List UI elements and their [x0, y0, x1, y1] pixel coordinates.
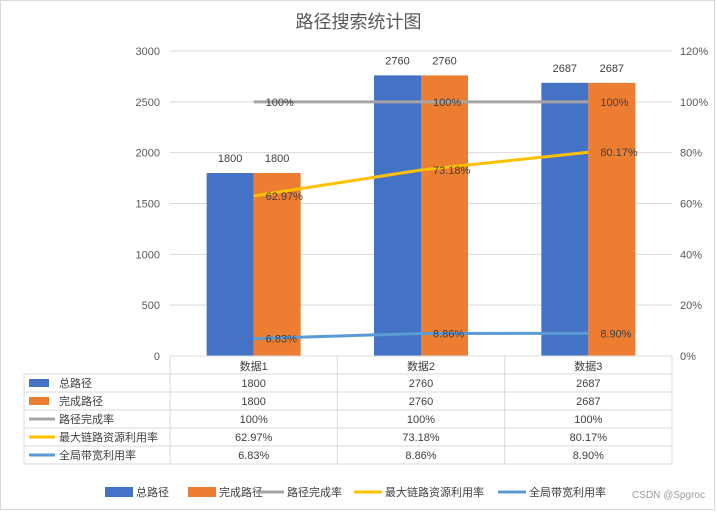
y-left-tick-label: 2500 [136, 97, 160, 109]
bar [253, 173, 301, 356]
legend-label: 完成路径 [219, 485, 263, 499]
y-left-tick-label: 3000 [136, 46, 160, 58]
table-cell: 100% [240, 414, 268, 426]
table-cell: 100% [574, 414, 602, 426]
table-legend-key [29, 397, 49, 405]
line-data-label: 62.97% [266, 191, 304, 203]
y-right-tick-label: 20% [680, 300, 702, 312]
y-right-tick-label: 80% [680, 148, 702, 160]
legend-label: 总路径 [136, 485, 169, 499]
line-data-label: 8.86% [433, 328, 464, 340]
table-cell: 2760 [409, 396, 433, 408]
line-data-label: 100% [600, 97, 628, 109]
bar [421, 75, 468, 357]
bar-data-label: 1800 [218, 153, 242, 165]
series-line [253, 150, 589, 198]
legend-key [188, 487, 216, 497]
table-series-name: 总路径 [59, 376, 92, 390]
bar-data-label: 2760 [385, 55, 409, 67]
line-data-label: 80.17% [600, 147, 638, 159]
x-category-label: 数据3 [574, 359, 602, 373]
table-cell: 8.90% [573, 450, 604, 462]
y-right-tick-label: 100% [680, 97, 708, 109]
table-cell: 6.83% [238, 450, 269, 462]
legend-label: 全局带宽利用率 [529, 485, 606, 499]
y-left-tick-label: 500 [142, 300, 160, 312]
bar-data-label: 2760 [432, 55, 456, 67]
table-series-name: 路径完成率 [59, 412, 114, 426]
y-right-tick-label: 0% [680, 351, 696, 363]
bar [374, 75, 421, 357]
y-left-tick-label: 0 [154, 351, 160, 363]
legend-label: 最大链路资源利用率 [385, 485, 484, 499]
legend-label: 路径完成率 [287, 485, 342, 499]
table-cell: 1800 [241, 396, 265, 408]
line-data-label: 8.90% [600, 328, 631, 340]
table-cell: 2687 [576, 378, 600, 390]
table-cell: 8.86% [405, 450, 436, 462]
table-cell: 100% [407, 414, 435, 426]
bar-data-label: 1800 [265, 153, 289, 165]
y-right-tick-label: 120% [680, 46, 708, 58]
bar-data-label: 2687 [600, 63, 624, 75]
table-cell: 1800 [241, 378, 265, 390]
y-right-tick-label: 40% [680, 249, 702, 261]
table-cell: 73.18% [402, 432, 440, 444]
line-data-label: 6.83% [266, 334, 297, 346]
legend-key [105, 487, 133, 497]
y-left-tick-label: 1500 [136, 199, 160, 211]
x-category-label: 数据1 [240, 359, 268, 373]
line-data-label: 73.18% [433, 165, 471, 177]
bar-data-label: 2687 [553, 63, 577, 75]
table-series-name: 最大链路资源利用率 [59, 430, 158, 444]
y-left-tick-label: 2000 [136, 148, 160, 160]
table-cell: 80.17% [570, 432, 608, 444]
table-series-name: 全局带宽利用率 [59, 448, 136, 462]
y-right-tick-label: 60% [680, 199, 702, 211]
table-legend-key [29, 379, 49, 387]
table-cell: 2760 [409, 378, 433, 390]
table-cell: 62.97% [235, 432, 273, 444]
line-data-label: 100% [266, 97, 294, 109]
watermark: CSDN @Spgroc [632, 490, 705, 501]
bar [588, 82, 636, 357]
series-line [253, 331, 589, 341]
y-left-tick-label: 1000 [136, 249, 160, 261]
line-data-label: 100% [433, 97, 461, 109]
bar [541, 82, 589, 357]
bar [206, 173, 254, 356]
chart-title: 路径搜索统计图 [295, 12, 422, 33]
x-category-label: 数据2 [407, 359, 435, 373]
table-series-name: 完成路径 [59, 394, 103, 408]
table-cell: 2687 [576, 396, 600, 408]
